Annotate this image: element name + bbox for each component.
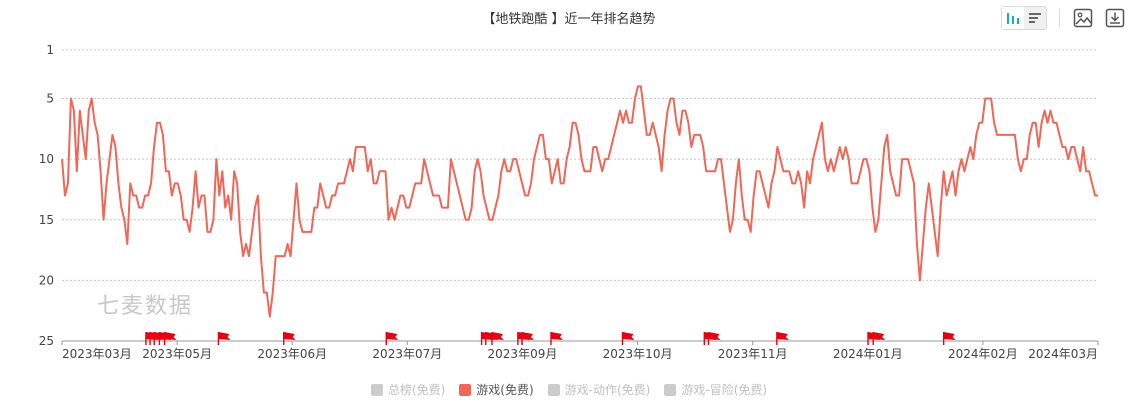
x-axis: 2023年03月 2023年05月 2023年06月 2023年07月 2023年09月…: [61, 341, 1099, 361]
watermark-text: 七麦数据: [97, 294, 194, 319]
chart-title: 【地铁跑酷 】近一年排名趋势: [482, 12, 656, 27]
event-flag-marker[interactable]: [942, 332, 956, 345]
flag-cloth: [491, 332, 504, 340]
save-image-button[interactable]: [1072, 7, 1094, 29]
x-tick-label: 2024年02月: [948, 347, 1018, 361]
list-icon: [1029, 13, 1041, 23]
toolbar-divider: [1059, 9, 1060, 27]
legend-item-overall-free[interactable]: 总榜(免费): [370, 381, 446, 398]
event-flag-marker[interactable]: [385, 332, 399, 345]
event-flag-marker[interactable]: [872, 332, 886, 345]
chart-grid: [62, 49, 1098, 342]
event-flag-marker[interactable]: [217, 332, 231, 345]
event-flag-marker[interactable]: [521, 332, 534, 345]
download-icon: [1105, 8, 1125, 28]
legend-label: 游戏(免费): [476, 383, 534, 397]
flag-cloth: [283, 332, 296, 340]
y-tick-label: 20: [39, 273, 54, 287]
x-tick-label: 2024年03月: [1028, 347, 1098, 361]
series-line-game-free: [61, 85, 1098, 318]
legend-swatch: [370, 383, 383, 396]
event-flag-marker[interactable]: [550, 332, 563, 345]
y-tick-label: 10: [39, 152, 54, 166]
flag-cloth: [218, 332, 231, 340]
x-tick-label: 2023年11月: [718, 347, 788, 361]
legend-item-game-free[interactable]: 游戏(免费): [459, 381, 534, 398]
flag-cloth: [776, 332, 789, 340]
list-view-button[interactable]: [1024, 7, 1046, 29]
image-icon: [1073, 8, 1093, 28]
event-flags: [145, 332, 956, 345]
y-tick-label: 25: [39, 334, 54, 348]
chart-toolbar: [1001, 6, 1126, 30]
flag-cloth: [943, 332, 956, 340]
flag-cloth: [708, 332, 721, 340]
x-tick-label: 2023年05月: [142, 347, 212, 361]
event-flag-marker[interactable]: [707, 332, 721, 345]
flag-cloth: [164, 332, 177, 340]
y-tick-label: 15: [39, 213, 54, 227]
legend-item-game-action-free[interactable]: 游戏-动作(免费): [547, 381, 651, 398]
x-tick-label: 2024年01月: [833, 347, 903, 361]
x-tick-label: 2023年07月: [372, 347, 442, 361]
flag-cloth: [521, 332, 534, 340]
download-button[interactable]: [1104, 7, 1126, 29]
event-flag-marker[interactable]: [776, 332, 789, 345]
flag-cloth: [386, 332, 399, 340]
legend-label: 游戏-动作(免费): [564, 383, 651, 397]
x-tick-label: 2023年06月: [257, 347, 327, 361]
legend-swatch: [664, 383, 677, 396]
legend-swatch: [459, 383, 472, 396]
event-flag-marker[interactable]: [621, 332, 635, 345]
y-tick-label: 5: [46, 92, 54, 106]
bar-chart-view-button[interactable]: [1002, 7, 1024, 29]
flag-cloth: [622, 332, 635, 340]
event-flag-marker[interactable]: [283, 332, 296, 345]
flag-cloth: [873, 332, 886, 340]
flag-cloth: [550, 332, 563, 340]
x-tick-label: 2023年09月: [488, 347, 558, 361]
legend-label: 游戏-冒险(免费): [681, 383, 768, 397]
event-flag-marker[interactable]: [491, 332, 504, 345]
event-flag-marker[interactable]: [163, 332, 177, 345]
bar-chart-icon: [1007, 13, 1019, 24]
y-tick-label: 1: [46, 43, 54, 57]
legend-label: 总榜(免费): [387, 383, 446, 397]
legend-swatch: [547, 383, 560, 396]
view-toggle: [1001, 6, 1047, 30]
x-tick-label: 2023年10月: [603, 347, 673, 361]
chart-legend: 总榜(免费) 游戏(免费) 游戏-动作(免费) 游戏-冒险(免费): [0, 381, 1138, 398]
legend-item-game-adventure-free[interactable]: 游戏-冒险(免费): [664, 381, 767, 398]
x-tick-label: 2023年03月: [62, 347, 132, 361]
